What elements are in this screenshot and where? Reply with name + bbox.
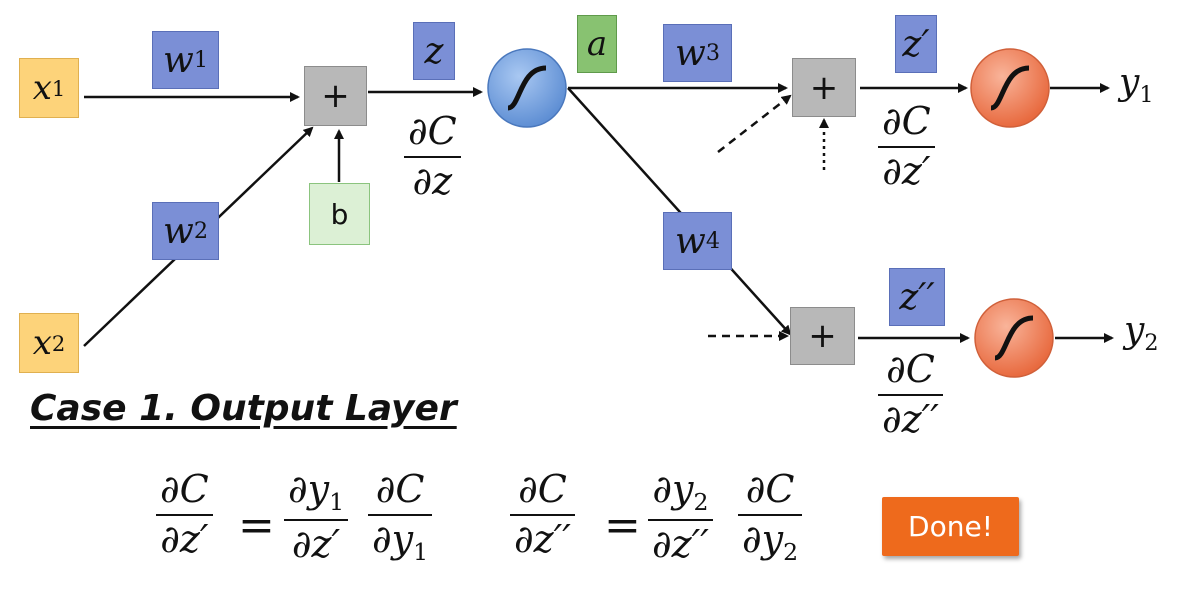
output-neuron-1 <box>970 48 1050 128</box>
weight-w2-sub: 2 <box>193 218 209 244</box>
derivative-dC-dzdprime: ∂C ∂z′′ <box>878 347 943 441</box>
sigmoid-icon <box>507 65 547 111</box>
denominator-text: ∂y <box>742 516 784 561</box>
eq1-equals: = <box>238 500 275 551</box>
eq2-factor2: ∂C ∂y2 <box>738 467 803 567</box>
fraction-denominator: ∂z′ <box>291 521 341 566</box>
done-button[interactable]: Done! <box>882 497 1019 556</box>
plus-icon: + <box>809 67 839 108</box>
eq2-lhs: ∂C ∂z′′ <box>510 467 575 561</box>
fraction-denominator: ∂z′ <box>882 148 931 193</box>
eq1-factor1: ∂y1 ∂z′ <box>284 467 349 566</box>
output-neuron-2 <box>974 298 1054 378</box>
output-y1-label: y <box>1119 62 1140 103</box>
fraction-bar <box>878 145 935 148</box>
sum-node-1: + <box>304 66 367 126</box>
sigmoid-icon <box>994 315 1034 361</box>
numerator-text: ∂y <box>288 467 330 511</box>
input-x1-label: x <box>32 68 52 108</box>
input-x2-sub: 2 <box>51 330 66 356</box>
denominator-sub: 2 <box>783 538 799 567</box>
fraction-bar <box>738 513 803 516</box>
fraction-denominator: ∂z <box>412 158 453 203</box>
fraction-numerator: ∂y1 <box>284 467 348 517</box>
z-dprime-box: z′′ <box>889 268 945 326</box>
weight-w3-label: w <box>674 32 706 74</box>
eq1-factor2: ∂C ∂y1 <box>368 467 433 567</box>
plus-icon: + <box>321 76 350 116</box>
sigmoid-icon <box>990 65 1030 111</box>
fraction-bar <box>284 518 349 521</box>
z-dprime-label: z′′ <box>899 276 935 318</box>
fraction-numerator: ∂C <box>160 467 209 511</box>
z-prime-label: z′ <box>902 23 930 65</box>
case-title: Case 1. Output Layer <box>30 388 457 429</box>
activation-a-box: a <box>577 15 617 73</box>
z-label-box: z <box>413 22 455 80</box>
fraction-numerator: ∂C <box>882 99 931 143</box>
output-y2-sub: 2 <box>1144 329 1159 356</box>
sum-node-3: + <box>790 307 855 365</box>
bias-b-label: b <box>330 197 349 231</box>
fraction-bar <box>368 513 433 516</box>
weight-w2-label: w <box>162 210 194 252</box>
fraction-denominator: ∂z′′ <box>652 521 709 566</box>
input-x1-sub: 1 <box>51 75 66 101</box>
fraction-denominator: ∂z′′ <box>514 516 571 561</box>
fraction-bar <box>648 518 713 521</box>
weight-w1-label: w <box>162 39 194 81</box>
numerator-text: ∂y <box>652 467 694 511</box>
output-y2: y2 <box>1124 310 1159 356</box>
fraction-numerator: ∂C <box>518 467 567 511</box>
numerator-sub: 2 <box>693 488 709 517</box>
sum-node-2: + <box>792 58 856 117</box>
fraction-numerator: ∂C <box>375 467 425 511</box>
bias-b: b <box>309 183 370 245</box>
weight-w4-sub: 4 <box>705 228 721 254</box>
fraction-bar <box>510 513 575 516</box>
numerator-sub: 1 <box>329 488 345 517</box>
input-x2-label: x <box>32 323 52 363</box>
eq2-equals: = <box>604 500 641 551</box>
fraction-denominator: ∂z′ <box>160 516 209 561</box>
hidden-neuron <box>487 48 567 128</box>
weight-w1-sub: 1 <box>193 47 209 73</box>
fraction-denominator: ∂y2 <box>738 516 802 567</box>
derivative-dC-dzprime: ∂C ∂z′ <box>878 99 935 193</box>
fraction-numerator: ∂C <box>408 109 457 153</box>
plus-icon: + <box>808 316 837 356</box>
fraction-numerator: ∂y2 <box>648 467 712 517</box>
fraction-bar <box>156 513 213 516</box>
z-label: z <box>424 30 444 72</box>
eq2-factor1: ∂y2 ∂z′′ <box>648 467 713 566</box>
edge-neuron-sum3 <box>567 87 792 336</box>
output-y1-sub: 1 <box>1139 81 1154 108</box>
weight-w3-sub: 3 <box>705 40 721 66</box>
weight-w4-label: w <box>674 220 706 262</box>
fraction-numerator: ∂C <box>745 467 795 511</box>
derivative-dC-dz: ∂C ∂z <box>404 109 461 203</box>
fraction-bar <box>404 155 461 158</box>
fraction-numerator: ∂C <box>886 347 935 391</box>
output-y2-label: y <box>1124 310 1145 351</box>
fraction-denominator: ∂z′′ <box>882 396 939 441</box>
output-y1: y1 <box>1119 62 1154 108</box>
fraction-bar <box>878 393 943 396</box>
denominator-text: ∂y <box>372 516 414 561</box>
z-prime-box: z′ <box>895 15 937 73</box>
activation-a-label: a <box>586 24 608 64</box>
edge-dashed-upper <box>717 94 792 153</box>
fraction-denominator: ∂y1 <box>368 516 432 567</box>
denominator-sub: 1 <box>413 538 429 567</box>
eq1-lhs: ∂C ∂z′ <box>156 467 213 561</box>
